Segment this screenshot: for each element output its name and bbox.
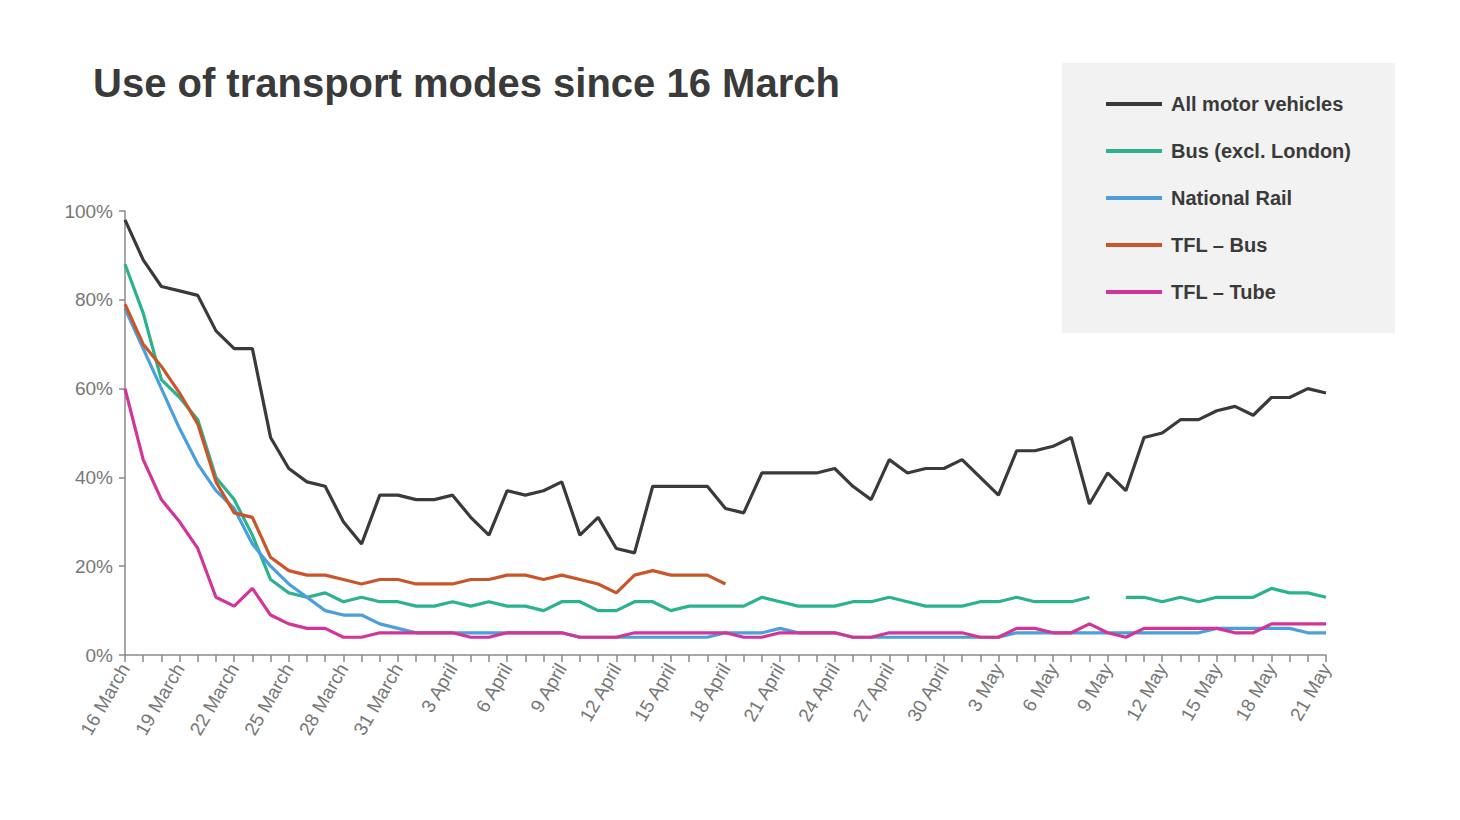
svg-text:9 May: 9 May: [1073, 659, 1117, 715]
svg-text:30 April: 30 April: [903, 660, 953, 725]
svg-text:12 May: 12 May: [1122, 659, 1172, 724]
svg-text:80%: 80%: [75, 289, 113, 310]
svg-text:22 March: 22 March: [186, 660, 244, 739]
svg-text:24 April: 24 April: [794, 660, 844, 725]
svg-text:0%: 0%: [86, 645, 114, 666]
svg-text:15 May: 15 May: [1177, 659, 1227, 724]
svg-text:31 March: 31 March: [349, 660, 407, 739]
svg-text:National Rail: National Rail: [1171, 187, 1292, 209]
svg-text:28 March: 28 March: [295, 660, 353, 739]
svg-text:Use of transport modes since 1: Use of transport modes since 16 March: [93, 61, 840, 105]
svg-text:18 May: 18 May: [1231, 659, 1281, 724]
svg-text:25 March: 25 March: [240, 660, 298, 739]
svg-text:TFL – Bus: TFL – Bus: [1171, 234, 1267, 256]
svg-text:21 April: 21 April: [739, 660, 789, 725]
svg-text:6 April: 6 April: [472, 660, 517, 716]
svg-text:100%: 100%: [64, 201, 113, 222]
svg-text:16 March: 16 March: [76, 660, 134, 739]
svg-text:All motor vehicles: All motor vehicles: [1171, 93, 1343, 115]
svg-text:21 May: 21 May: [1286, 659, 1336, 724]
svg-text:40%: 40%: [75, 467, 113, 488]
svg-text:TFL – Tube: TFL – Tube: [1171, 281, 1276, 303]
svg-text:3 May: 3 May: [964, 659, 1008, 715]
svg-text:19 March: 19 March: [131, 660, 189, 739]
svg-text:15 April: 15 April: [630, 660, 680, 725]
svg-text:27 April: 27 April: [849, 660, 899, 725]
svg-text:18 April: 18 April: [685, 660, 735, 725]
svg-text:9 April: 9 April: [526, 660, 571, 716]
svg-text:60%: 60%: [75, 378, 113, 399]
svg-text:Bus (excl. London): Bus (excl. London): [1171, 140, 1351, 162]
svg-text:3 April: 3 April: [417, 660, 462, 716]
svg-text:20%: 20%: [75, 556, 113, 577]
svg-text:12 April: 12 April: [576, 660, 626, 725]
svg-text:6 May: 6 May: [1018, 659, 1062, 715]
